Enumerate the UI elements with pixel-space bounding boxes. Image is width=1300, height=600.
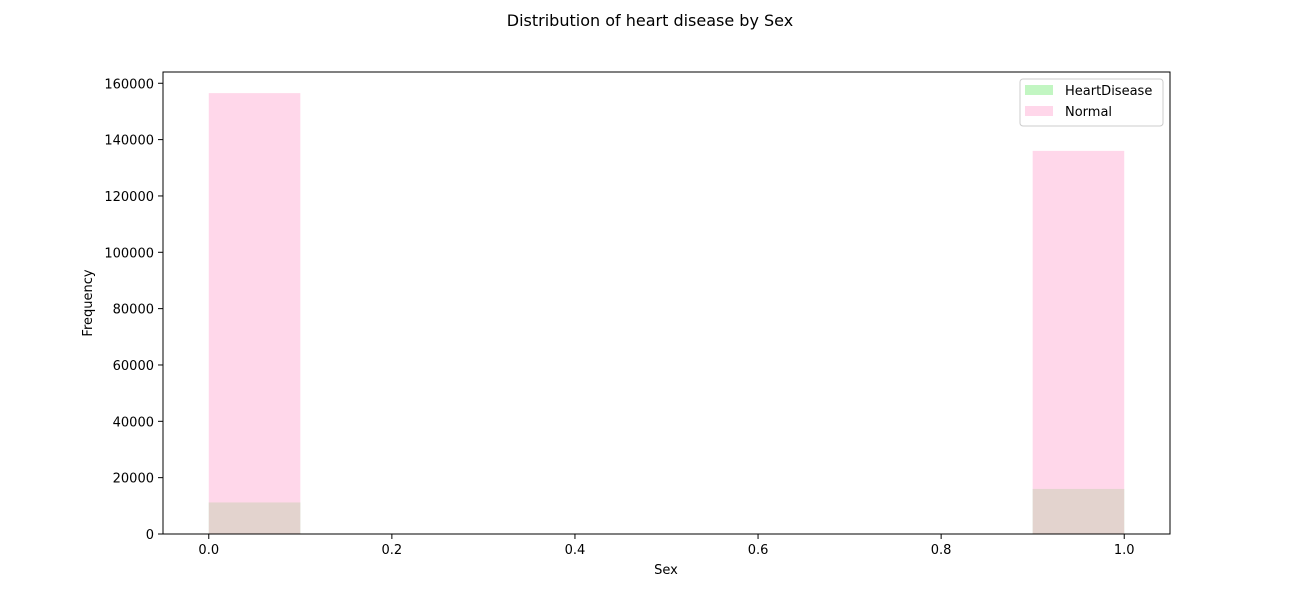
plot-frame <box>162 71 1171 535</box>
y-tick-label: 160000 <box>104 77 154 92</box>
chart-title: Distribution of heart disease by Sex <box>507 11 793 30</box>
x-tick-label: 1.0 <box>1114 543 1135 558</box>
legend-swatch-heartdisease <box>1025 85 1053 95</box>
y-tick-label: 100000 <box>104 246 154 261</box>
y-axis-label: Frequency <box>81 269 96 336</box>
x-tick-label: 0.0 <box>198 543 219 558</box>
y-tick-label: 40000 <box>113 415 154 430</box>
x-tick-label: 0.4 <box>565 543 586 558</box>
legend: HeartDisease Normal <box>1019 78 1164 127</box>
x-tick-label: 0.8 <box>931 543 952 558</box>
y-tick-label: 20000 <box>113 472 154 487</box>
y-tick-label: 140000 <box>104 134 154 149</box>
legend-label-heartdisease: HeartDisease <box>1065 84 1152 99</box>
x-tick-label: 0.6 <box>748 543 769 558</box>
y-tick-label: 120000 <box>104 190 154 205</box>
y-axis-ticks: 0 20000 40000 60000 80000 100000 120000 140000 1… <box>104 77 163 543</box>
legend-label-normal: Normal <box>1065 105 1112 120</box>
bar-normal-1 <box>1032 150 1125 534</box>
x-axis-ticks: 0.0 0.2 0.4 0.6 0.8 1.0 <box>198 534 1135 558</box>
bars-layer <box>208 93 1125 534</box>
legend-swatch-normal <box>1025 106 1053 116</box>
legend-box <box>1019 78 1164 127</box>
y-tick-label: 60000 <box>113 359 154 374</box>
y-tick-label: 0 <box>146 528 154 543</box>
x-axis-label: Sex <box>654 563 678 578</box>
x-tick-label: 0.2 <box>382 543 403 558</box>
y-tick-label: 80000 <box>113 303 154 318</box>
bar-normal-0 <box>208 93 301 534</box>
